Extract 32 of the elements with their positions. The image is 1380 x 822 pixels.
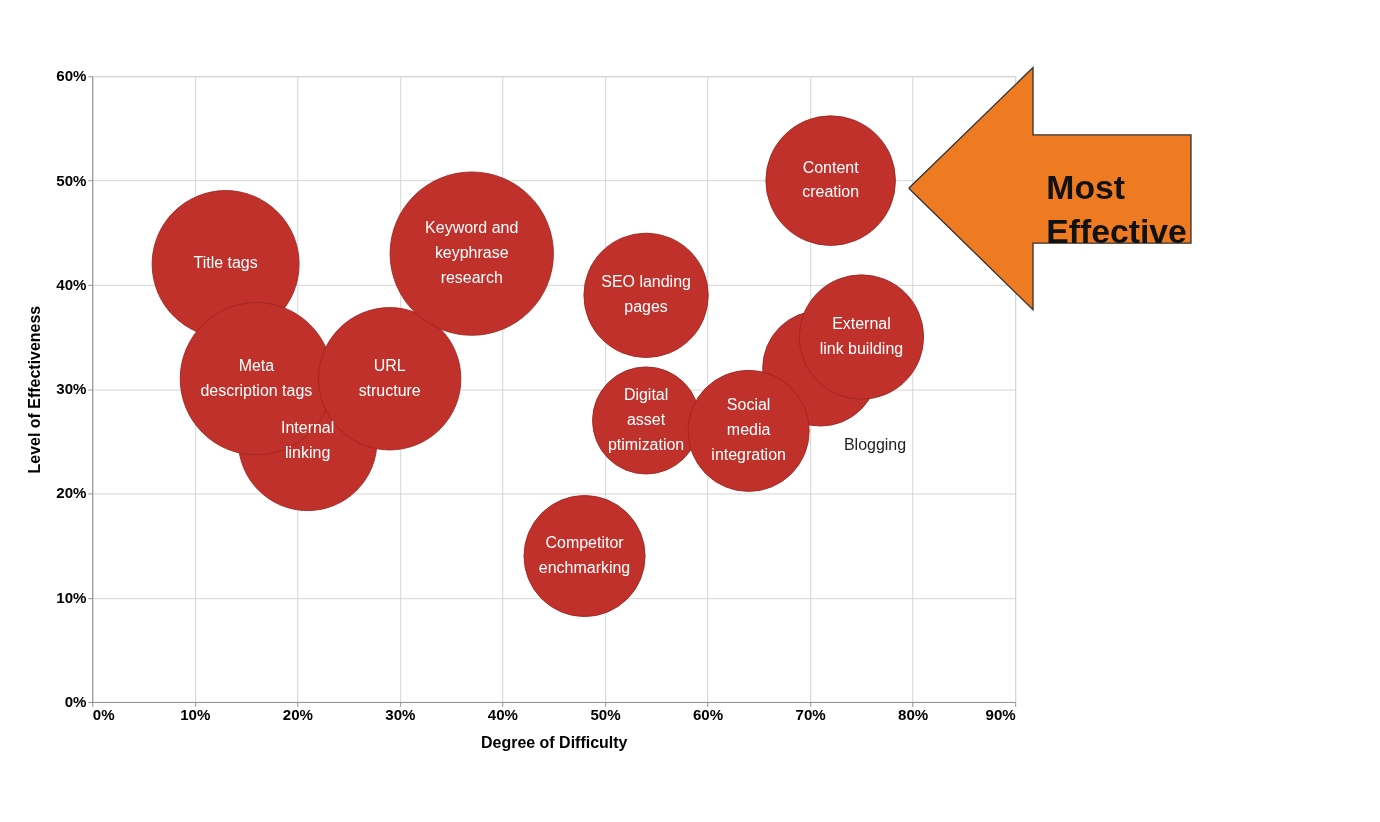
- series-label: Digital asset ptimization: [607, 386, 685, 453]
- x-tick-label: 70%: [795, 706, 827, 724]
- x-tick-label: 40%: [487, 706, 519, 724]
- x-tick-label: 90%: [985, 706, 1017, 724]
- annotation: Blogging: [843, 435, 907, 453]
- y-tick-label: 0%: [64, 692, 88, 710]
- text: Most Effective: [1046, 167, 1187, 251]
- series-label: Meta description tags: [200, 356, 313, 399]
- series-label: URL structure: [358, 356, 421, 399]
- series-label: Social media integration: [711, 396, 786, 464]
- series-label: Internal linking: [281, 419, 335, 462]
- y-tick-label: 20%: [56, 484, 88, 502]
- y-tick-label: 60%: [56, 67, 88, 85]
- x-tick-label: 20%: [282, 706, 314, 724]
- x-tick-label: 30%: [385, 706, 417, 724]
- x-axis-title: Degree of Difficulty: [481, 733, 628, 751]
- x-tick-label: 60%: [692, 706, 724, 724]
- y-tick-label: 40%: [56, 275, 88, 293]
- y-axis-title: Level of Effectiveness: [26, 305, 44, 474]
- series-label: Competitor enchmarking: [538, 534, 631, 576]
- series-label: Content creation: [802, 158, 860, 201]
- x-tick-label: 80%: [898, 706, 929, 724]
- x-tick-label: 10%: [180, 706, 211, 724]
- y-tick-label: 10%: [56, 588, 88, 606]
- series-label: SEO landing pages: [601, 273, 691, 316]
- y-tick-label: 50%: [56, 171, 88, 189]
- series-label: Title tags: [193, 254, 258, 272]
- x-tick-label: 0%: [92, 706, 116, 724]
- y-tick-label: 30%: [56, 380, 88, 398]
- series-label: Keyword and keyphrase research: [425, 219, 519, 286]
- x-tick-label: 50%: [590, 706, 622, 724]
- series-label: External link building: [819, 315, 904, 357]
